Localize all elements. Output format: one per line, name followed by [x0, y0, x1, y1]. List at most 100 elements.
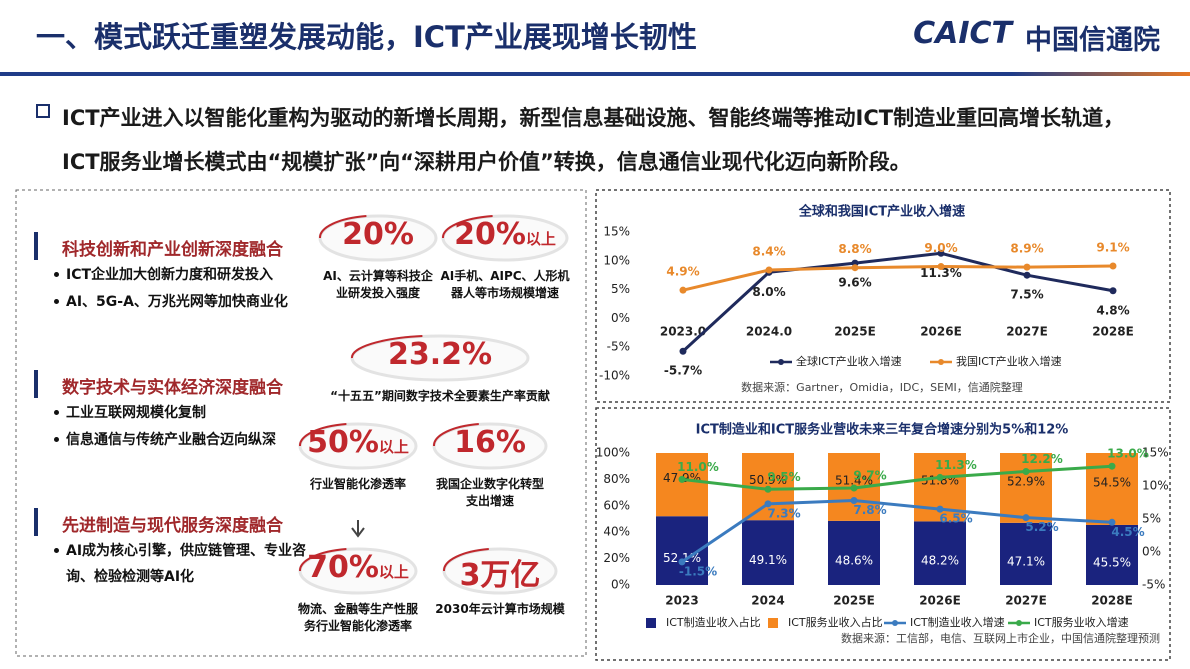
bar-label: 47.1%	[1007, 554, 1045, 568]
chart-frame	[595, 407, 1171, 661]
point	[1022, 467, 1030, 475]
intro-marker	[36, 104, 50, 118]
point	[1109, 287, 1117, 295]
section-heading-box: 先进制造与现代服务深度融合	[62, 511, 283, 536]
stat-caption-box: 物流、金融等生产性服务行业智能化渗透率	[298, 601, 418, 635]
bullet-dot-box	[54, 299, 59, 304]
heading-bar-box	[34, 508, 38, 536]
stat-caption: AI、云计算等科技企业研发投入强度	[323, 269, 433, 300]
legend-label: ICT服务业收入增速	[1034, 615, 1129, 629]
stat-value-box: 23.2%	[340, 337, 540, 372]
x-tick-label: 2027E	[1006, 325, 1048, 339]
stat-caption-box: “十五五”期间数字技术全要素生产率贡献	[310, 388, 570, 405]
y-tick-label: -10%	[599, 369, 630, 383]
y-tick-label: 100%	[596, 446, 630, 460]
point-label: 9.5%	[767, 470, 800, 484]
intro: ICT产业进入以智能化重构为驱动的新增长周期，新型信息基础设施、智能终端等推动I…	[62, 106, 1125, 174]
bar	[1000, 522, 1052, 585]
section-heading-box: 数字技术与实体经济深度融合	[62, 373, 283, 398]
bullet: 信息通信与传统产业融合迈向纵深	[66, 432, 276, 448]
x-tick-label: 2024.0	[746, 325, 792, 339]
stat-caption-box: AI、云计算等科技企业研发投入强度	[318, 268, 438, 302]
source: 数据来源：Gartner，Omidia，IDC，SEMI，信通院整理	[741, 380, 1023, 394]
point	[679, 347, 687, 355]
point-label: 9.0%	[924, 241, 957, 255]
stat-value-box: 70%以上	[258, 550, 458, 585]
stat-value-box: 16%	[390, 425, 590, 460]
section-heading: 数字技术与实体经济深度融合	[62, 378, 283, 398]
y2-tick-label: 15%	[1142, 446, 1169, 460]
stat-caption: 物流、金融等生产性服务行业智能化渗透率	[298, 602, 419, 633]
bullet-dot-box	[54, 548, 59, 553]
legend-dot	[1016, 620, 1022, 626]
bar-label: 54.5%	[1093, 475, 1131, 489]
stat-arc	[441, 215, 493, 239]
bar	[914, 521, 966, 585]
bullet-box: 信息通信与传统产业融合迈向纵深	[66, 427, 316, 453]
stat-caption: 行业智能化渗透率	[309, 477, 406, 491]
point	[1108, 518, 1116, 526]
point-label: 9.1%	[1096, 240, 1129, 254]
bullet-box: AI成为核心引擎，供应链管理、专业咨询、检验检测等AI化	[66, 538, 316, 590]
bullet-box: ICT企业加大创新力度和研发投入	[66, 262, 316, 288]
point-label: -1.5%	[679, 564, 717, 578]
point-label: 11.3%	[920, 266, 962, 280]
point-label: 13.0%	[1107, 447, 1149, 461]
stat-caption: 我国企业数字化转型支出增速	[435, 477, 544, 508]
y-tick-label: 80%	[603, 472, 630, 486]
chart-frame	[595, 189, 1171, 403]
point	[678, 558, 686, 566]
point-label: 8.4%	[752, 245, 785, 259]
stat-value: 20%	[342, 217, 414, 252]
bullet-dot-box	[54, 272, 59, 277]
legend-label: 全球ICT产业收入增速	[796, 354, 902, 368]
bar-label: 48.6%	[835, 553, 873, 567]
bar-label: 51.4%	[835, 473, 873, 487]
line	[681, 464, 1113, 491]
point-label: 9.7%	[853, 468, 886, 482]
bullet: 工业互联网规模化复制	[66, 405, 206, 421]
point	[1023, 263, 1031, 271]
point-label: 8.9%	[1010, 242, 1043, 256]
stat-value: 20%	[454, 217, 526, 252]
point-label: 7.5%	[1010, 288, 1043, 302]
x-tick-label: 2025E	[834, 325, 876, 339]
y-tick-label: 15%	[603, 225, 630, 239]
legend-swatch	[768, 618, 778, 628]
stat-suffix: 以上	[525, 230, 556, 248]
point	[1108, 462, 1116, 470]
stat-value-box: 50%以上	[258, 425, 458, 460]
y-tick-label: -5%	[607, 340, 630, 354]
x-tick-label: 2027E	[1005, 594, 1047, 608]
stat-suffix: 以上	[378, 438, 409, 456]
title: 一、模式跃迁重塑发展动能，ICT产业展现增长韧性	[36, 20, 697, 54]
point	[936, 505, 944, 513]
section-heading-box: 科技创新和产业创新深度融合	[62, 235, 283, 260]
legend-dot	[778, 359, 784, 365]
point-label: 4.5%	[1111, 525, 1144, 539]
bar	[1086, 524, 1138, 585]
stat-value-box: 3万亿	[400, 550, 600, 594]
point	[850, 497, 858, 505]
y-tick-label: 5%	[611, 282, 630, 296]
point-label: 11.0%	[677, 460, 719, 474]
point-label: 9.6%	[838, 276, 871, 290]
stat-arc	[318, 215, 367, 239]
legend-dot	[938, 359, 944, 365]
line	[682, 264, 1114, 292]
stat-caption: 2030年云计算市场规模	[435, 602, 565, 616]
bar-label: 45.5%	[1093, 555, 1131, 569]
y2-tick-label: -5%	[1142, 578, 1165, 592]
chart-title: ICT制造业和ICT服务业营收未来三年复合增速分别为5%和12%	[696, 422, 1069, 438]
point	[679, 286, 687, 294]
x-tick-label: 2023	[665, 594, 698, 608]
point	[764, 500, 772, 508]
stat-value: 70%	[307, 550, 379, 585]
legend-label: ICT制造业收入增速	[910, 615, 1005, 629]
point	[765, 266, 773, 274]
bullet: AI成为核心引擎，供应链管理、专业咨询、检验检测等AI化	[66, 543, 307, 585]
point	[764, 485, 772, 493]
bar	[656, 453, 708, 517]
